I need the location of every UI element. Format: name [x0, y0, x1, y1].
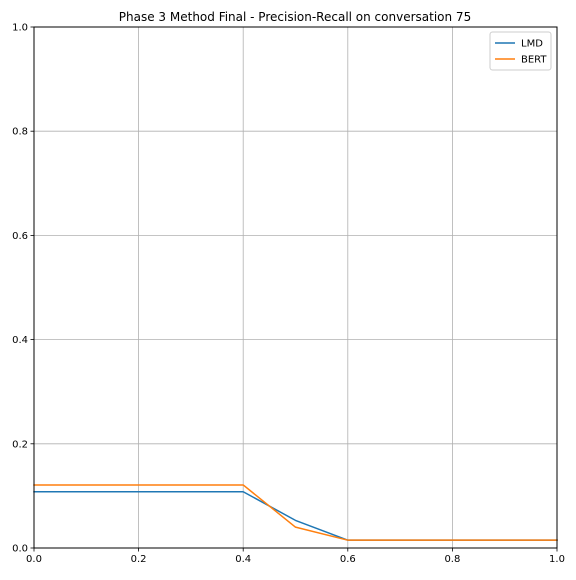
- y-tick-label: 1.0: [12, 23, 28, 34]
- y-tick-label: 0.6: [12, 231, 28, 242]
- x-tick-label: 0.4: [235, 554, 251, 565]
- y-tick-label: 0.0: [12, 544, 28, 555]
- series-lines: [33, 484, 558, 541]
- legend-label-bert: BERT: [521, 55, 547, 66]
- x-tick-label: 0.2: [131, 554, 147, 565]
- series-line-bert: [33, 484, 558, 541]
- x-tick-label: 0.8: [444, 554, 460, 565]
- axis-ticks: 0.0 0.2 0.4 0.6 0.8 1.0 0.0 0.2 0.4 0.6 0.8 1.0: [12, 23, 565, 566]
- chart-title: Phase 3 Method Final - Precision-Recall …: [119, 10, 471, 24]
- y-tick-label: 0.2: [12, 439, 28, 450]
- legend-label-lmd: LMD: [521, 39, 543, 50]
- x-tick-label: 0.0: [26, 554, 42, 565]
- x-tick-label: 1.0: [549, 554, 565, 565]
- legend-box: [489, 31, 552, 71]
- legend: LMD BERT: [489, 31, 552, 71]
- y-tick-label: 0.8: [12, 127, 28, 138]
- x-tick-label: 0.6: [340, 554, 356, 565]
- plot-frame: [33, 26, 558, 549]
- y-tick-label: 0.4: [12, 335, 28, 346]
